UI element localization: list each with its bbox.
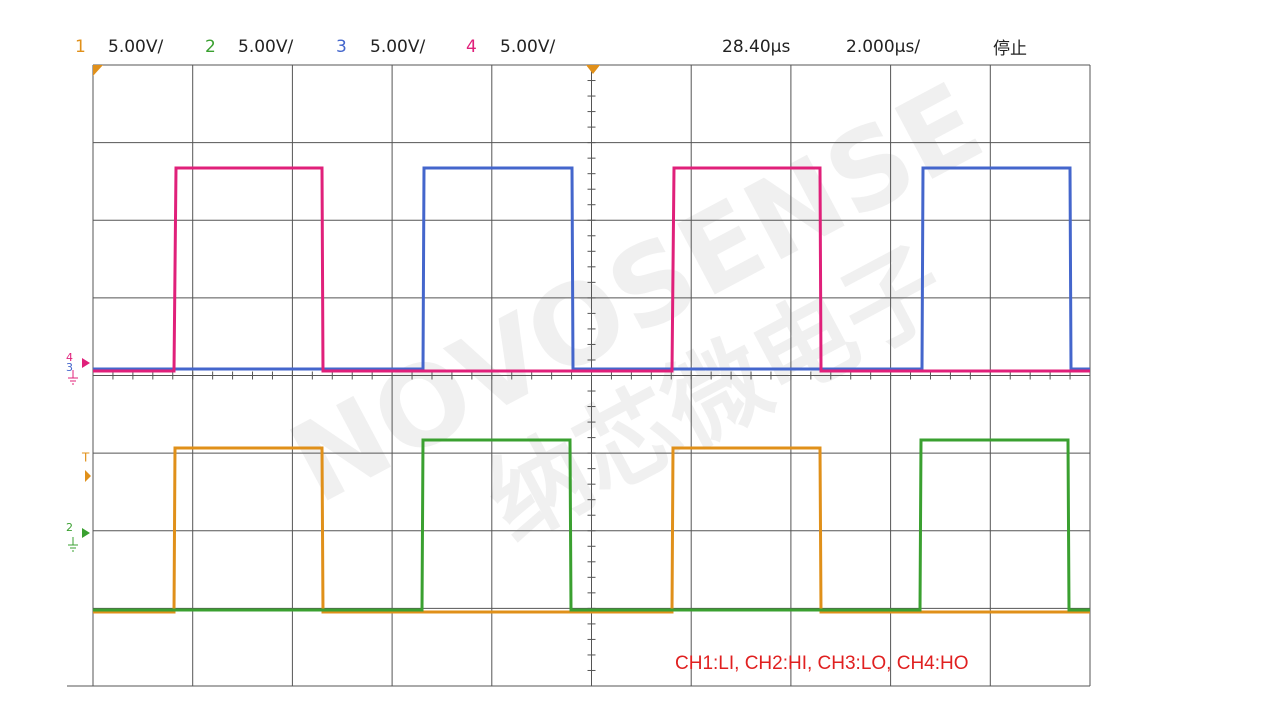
ch4-number: 4 xyxy=(466,37,477,57)
trigger-marker: T xyxy=(81,451,90,465)
ch2-trace xyxy=(93,438,1090,612)
ch3-marker: 3 xyxy=(66,361,73,374)
run-status: 停止 xyxy=(993,39,1027,59)
ch2-arrow xyxy=(82,528,90,538)
ch4-scale: 5.00V/ xyxy=(500,37,555,57)
ch3-number: 3 xyxy=(336,37,347,57)
ch4-arrow xyxy=(82,358,90,368)
annotation: CH1:LI, CH2:HI, CH3:LO, CH4:HO xyxy=(675,653,969,674)
ch2-scale: 5.00V/ xyxy=(238,37,293,57)
trigger-arrow xyxy=(85,470,91,482)
center-marker xyxy=(586,65,600,74)
trigger-pos-marker xyxy=(93,65,103,76)
header: 1 5.00V/ 2 5.00V/ 3 5.00V/ 4 5.00V/ 28.4… xyxy=(75,37,1027,59)
ground-symbol xyxy=(68,537,78,552)
timebase: 2.000µs/ xyxy=(846,37,920,57)
ch1-number: 1 xyxy=(75,37,86,57)
ch1-scale: 5.00V/ xyxy=(108,37,163,57)
ch3-scale: 5.00V/ xyxy=(370,37,425,57)
watermark: NOVOSENSE 纳芯微电子 xyxy=(271,58,1002,562)
ch2-marker: 2 xyxy=(66,521,73,534)
ch1-trace xyxy=(93,446,1090,614)
ch4-trace xyxy=(93,166,1090,373)
ch3-trace xyxy=(93,166,1090,371)
time-position: 28.40µs xyxy=(722,37,790,57)
ch2-number: 2 xyxy=(205,37,216,57)
ch4-marker: 4 xyxy=(66,351,73,364)
ground-symbol xyxy=(68,370,78,385)
